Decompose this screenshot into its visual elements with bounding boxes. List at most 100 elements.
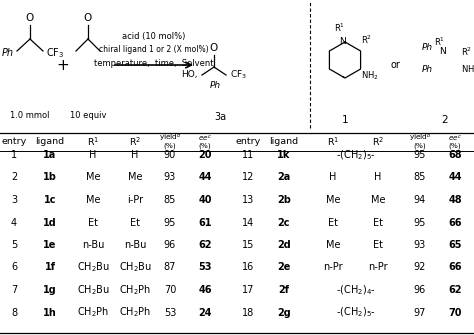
Text: CF$_3$: CF$_3$ bbox=[230, 69, 247, 81]
Text: 94: 94 bbox=[414, 195, 426, 205]
Text: Me: Me bbox=[86, 173, 100, 183]
Text: or: or bbox=[390, 60, 400, 70]
Text: 44: 44 bbox=[198, 173, 212, 183]
Text: H: H bbox=[131, 150, 139, 160]
Text: NH$_2$: NH$_2$ bbox=[461, 64, 474, 76]
Text: 40: 40 bbox=[198, 195, 212, 205]
Text: 93: 93 bbox=[164, 173, 176, 183]
Text: 97: 97 bbox=[414, 308, 426, 318]
Text: 90: 90 bbox=[164, 150, 176, 160]
Text: 66: 66 bbox=[448, 217, 462, 227]
Text: 1g: 1g bbox=[43, 285, 57, 295]
Text: 93: 93 bbox=[414, 240, 426, 250]
Text: 16: 16 bbox=[242, 263, 254, 272]
Text: 1: 1 bbox=[11, 150, 17, 160]
Text: R$^1$: R$^1$ bbox=[435, 36, 446, 48]
Text: 96: 96 bbox=[414, 285, 426, 295]
Text: 11: 11 bbox=[242, 150, 254, 160]
Text: Et: Et bbox=[373, 240, 383, 250]
Text: H: H bbox=[374, 173, 382, 183]
Text: n-Pr: n-Pr bbox=[368, 263, 388, 272]
Text: 1b: 1b bbox=[43, 173, 57, 183]
Text: CH$_2$Ph: CH$_2$Ph bbox=[77, 306, 109, 319]
Text: 46: 46 bbox=[198, 285, 212, 295]
Text: $ee^c$: $ee^c$ bbox=[198, 133, 212, 143]
Text: 6: 6 bbox=[11, 263, 17, 272]
Text: $ee^c$: $ee^c$ bbox=[448, 133, 462, 143]
Text: -(CH$_2$)$_{5}$-: -(CH$_2$)$_{5}$- bbox=[336, 306, 375, 319]
Text: 1.0 mmol: 1.0 mmol bbox=[10, 112, 50, 121]
Text: 68: 68 bbox=[448, 150, 462, 160]
Text: Et: Et bbox=[130, 217, 140, 227]
Text: chiral ligand 1 or 2 (X mol%): chiral ligand 1 or 2 (X mol%) bbox=[99, 46, 209, 55]
Text: R$^1$: R$^1$ bbox=[335, 21, 346, 34]
Text: i-Pr: i-Pr bbox=[127, 195, 143, 205]
Text: CH$_2$Bu: CH$_2$Bu bbox=[76, 261, 109, 274]
Text: 7: 7 bbox=[11, 285, 17, 295]
Text: 70: 70 bbox=[448, 308, 462, 318]
Text: 1k: 1k bbox=[277, 150, 291, 160]
Text: H: H bbox=[329, 173, 337, 183]
Text: 10 equiv: 10 equiv bbox=[70, 112, 106, 121]
Text: CH$_2$Ph: CH$_2$Ph bbox=[119, 306, 151, 319]
Text: 2c: 2c bbox=[278, 217, 290, 227]
Text: n-Bu: n-Bu bbox=[124, 240, 146, 250]
Text: '': '' bbox=[341, 75, 345, 81]
Text: N: N bbox=[439, 48, 447, 57]
Text: 1e: 1e bbox=[43, 240, 57, 250]
Text: 2b: 2b bbox=[277, 195, 291, 205]
Text: CH$_2$Ph: CH$_2$Ph bbox=[119, 283, 151, 297]
Text: n-Pr: n-Pr bbox=[323, 263, 343, 272]
Text: 53: 53 bbox=[164, 308, 176, 318]
Text: Me: Me bbox=[371, 195, 385, 205]
Text: 2e: 2e bbox=[277, 263, 291, 272]
Text: 53: 53 bbox=[198, 263, 212, 272]
Text: R$^1$: R$^1$ bbox=[327, 136, 339, 148]
Text: Me: Me bbox=[128, 173, 142, 183]
Text: 2: 2 bbox=[11, 173, 17, 183]
Text: yield$^b$: yield$^b$ bbox=[159, 132, 182, 144]
Text: 62: 62 bbox=[198, 240, 212, 250]
Text: acid (10 mol%): acid (10 mol%) bbox=[122, 32, 186, 42]
Text: HO,: HO, bbox=[182, 70, 198, 79]
Text: Ph: Ph bbox=[2, 48, 14, 58]
Text: ligand: ligand bbox=[269, 137, 299, 146]
Text: Ph: Ph bbox=[421, 66, 433, 74]
Text: CH$_2$Bu: CH$_2$Bu bbox=[118, 261, 152, 274]
Text: entry: entry bbox=[236, 137, 261, 146]
Text: H: H bbox=[89, 150, 97, 160]
Text: 85: 85 bbox=[164, 195, 176, 205]
Text: 2d: 2d bbox=[277, 240, 291, 250]
Text: R$^2$: R$^2$ bbox=[129, 136, 141, 148]
Text: 92: 92 bbox=[414, 263, 426, 272]
Text: 3: 3 bbox=[11, 195, 17, 205]
Text: 87: 87 bbox=[164, 263, 176, 272]
Text: 66: 66 bbox=[448, 263, 462, 272]
Text: 2g: 2g bbox=[277, 308, 291, 318]
Text: O: O bbox=[26, 13, 34, 23]
Text: 2: 2 bbox=[442, 115, 448, 125]
Text: 85: 85 bbox=[414, 173, 426, 183]
Text: 65: 65 bbox=[448, 240, 462, 250]
Text: Et: Et bbox=[328, 217, 338, 227]
Text: 1h: 1h bbox=[43, 308, 57, 318]
Text: N: N bbox=[340, 37, 346, 46]
Text: 1f: 1f bbox=[45, 263, 55, 272]
Text: Et: Et bbox=[88, 217, 98, 227]
Text: (%): (%) bbox=[414, 143, 427, 149]
Text: entry: entry bbox=[1, 137, 27, 146]
Text: NH$_2$: NH$_2$ bbox=[361, 70, 379, 82]
Text: 4: 4 bbox=[11, 217, 17, 227]
Text: n-Bu: n-Bu bbox=[82, 240, 104, 250]
Text: R$^1$: R$^1$ bbox=[87, 136, 99, 148]
Text: Me: Me bbox=[326, 195, 340, 205]
Text: 95: 95 bbox=[164, 217, 176, 227]
Text: 8: 8 bbox=[11, 308, 17, 318]
Text: 15: 15 bbox=[242, 240, 254, 250]
Text: 2f: 2f bbox=[279, 285, 290, 295]
Text: yield$^b$: yield$^b$ bbox=[409, 132, 431, 144]
Text: 20: 20 bbox=[198, 150, 212, 160]
Text: 48: 48 bbox=[448, 195, 462, 205]
Text: 1d: 1d bbox=[43, 217, 57, 227]
Text: 17: 17 bbox=[242, 285, 254, 295]
